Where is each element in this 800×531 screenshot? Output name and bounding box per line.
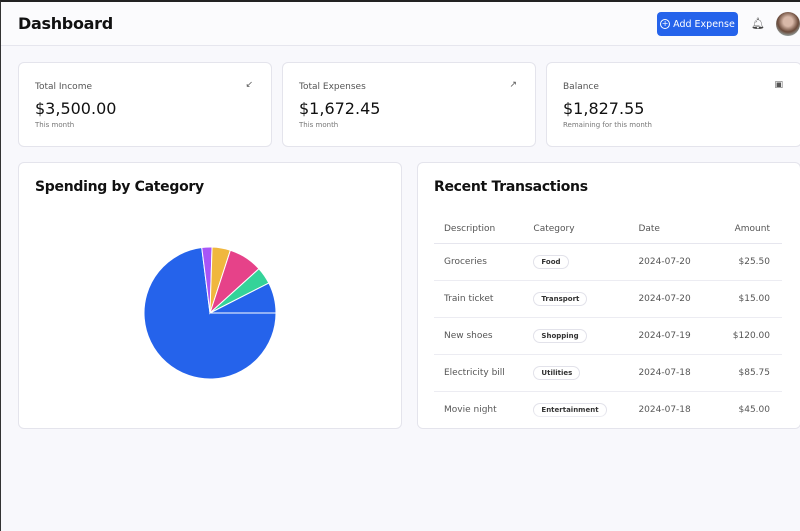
- table-row[interactable]: Electricity bill Utilities 2024-07-18 $8…: [434, 354, 782, 392]
- bell-icon[interactable]: 🔔︎: [751, 17, 765, 30]
- stat-label: Total Expenses: [299, 82, 366, 92]
- wallet-icon: ▣: [774, 80, 783, 90]
- stat-value: $3,500.00: [35, 99, 117, 118]
- row-date: 2024-07-18: [628, 354, 708, 392]
- row-date: 2024-07-19: [628, 317, 708, 355]
- row-description: Groceries: [434, 243, 524, 281]
- table-row[interactable]: Groceries Food 2024-07-20 $25.50: [434, 243, 782, 281]
- page-title: Dashboard: [18, 14, 113, 33]
- transactions-card: Recent Transactions Description Category…: [417, 162, 800, 429]
- col-category[interactable]: Category: [523, 215, 629, 244]
- row-amount: $25.50: [707, 243, 782, 281]
- row-amount: $15.00: [707, 280, 782, 318]
- row-category: Shopping: [523, 317, 629, 355]
- row-date: 2024-07-20: [628, 243, 708, 281]
- category-badge: Food: [533, 254, 569, 269]
- row-date: 2024-07-20: [628, 280, 708, 318]
- arrow-up-right-icon: ↗: [509, 80, 517, 90]
- pie-chart: [143, 246, 277, 380]
- col-description[interactable]: Description: [434, 215, 524, 244]
- row-description: Electricity bill: [434, 354, 524, 392]
- stat-sub: Remaining for this month: [563, 121, 652, 129]
- stat-card-balance: Balance ▣ $1,827.55 Remaining for this m…: [546, 62, 800, 147]
- row-description: Train ticket: [434, 280, 524, 318]
- pie-slice[interactable]: [209, 282, 277, 314]
- transactions-table: Description Category Date Amount Groceri…: [434, 215, 782, 428]
- table-row[interactable]: Train ticket Transport 2024-07-20 $15.00: [434, 280, 782, 318]
- col-amount[interactable]: Amount: [707, 215, 782, 244]
- stat-card-expenses: Total Expenses ↗ $1,672.45 This month: [282, 62, 536, 147]
- stat-sub: This month: [299, 121, 339, 129]
- header: Dashboard + Add Expense 🔔︎: [1, 2, 800, 46]
- plus-circle-icon: +: [660, 19, 671, 29]
- card-title: Spending by Category: [35, 179, 204, 195]
- col-date[interactable]: Date: [628, 215, 708, 244]
- category-badge: Utilities: [533, 365, 581, 380]
- row-category: Utilities: [523, 354, 629, 392]
- avatar[interactable]: [776, 12, 800, 36]
- row-description: New shoes: [434, 317, 524, 355]
- spending-card: Spending by Category: [18, 162, 402, 429]
- stat-sub: This month: [35, 121, 75, 129]
- arrow-down-left-icon: ↙: [245, 80, 253, 90]
- card-title: Recent Transactions: [434, 179, 588, 195]
- stat-label: Total Income: [35, 82, 92, 92]
- stat-card-income: Total Income ↙ $3,500.00 This month: [18, 62, 272, 147]
- stat-value: $1,827.55: [563, 99, 645, 118]
- category-badge: Transport: [533, 291, 588, 306]
- add-expense-label: Add Expense: [673, 18, 735, 30]
- stat-value: $1,672.45: [299, 99, 381, 118]
- add-expense-button[interactable]: + Add Expense: [657, 12, 738, 36]
- table-row[interactable]: New shoes Shopping 2024-07-19 $120.00: [434, 317, 782, 355]
- row-category: Transport: [523, 280, 629, 318]
- row-amount: $85.75: [707, 354, 782, 392]
- row-category: Food: [523, 243, 629, 281]
- row-amount: $120.00: [707, 317, 782, 355]
- category-badge: Shopping: [533, 328, 587, 343]
- stat-label: Balance: [563, 82, 599, 92]
